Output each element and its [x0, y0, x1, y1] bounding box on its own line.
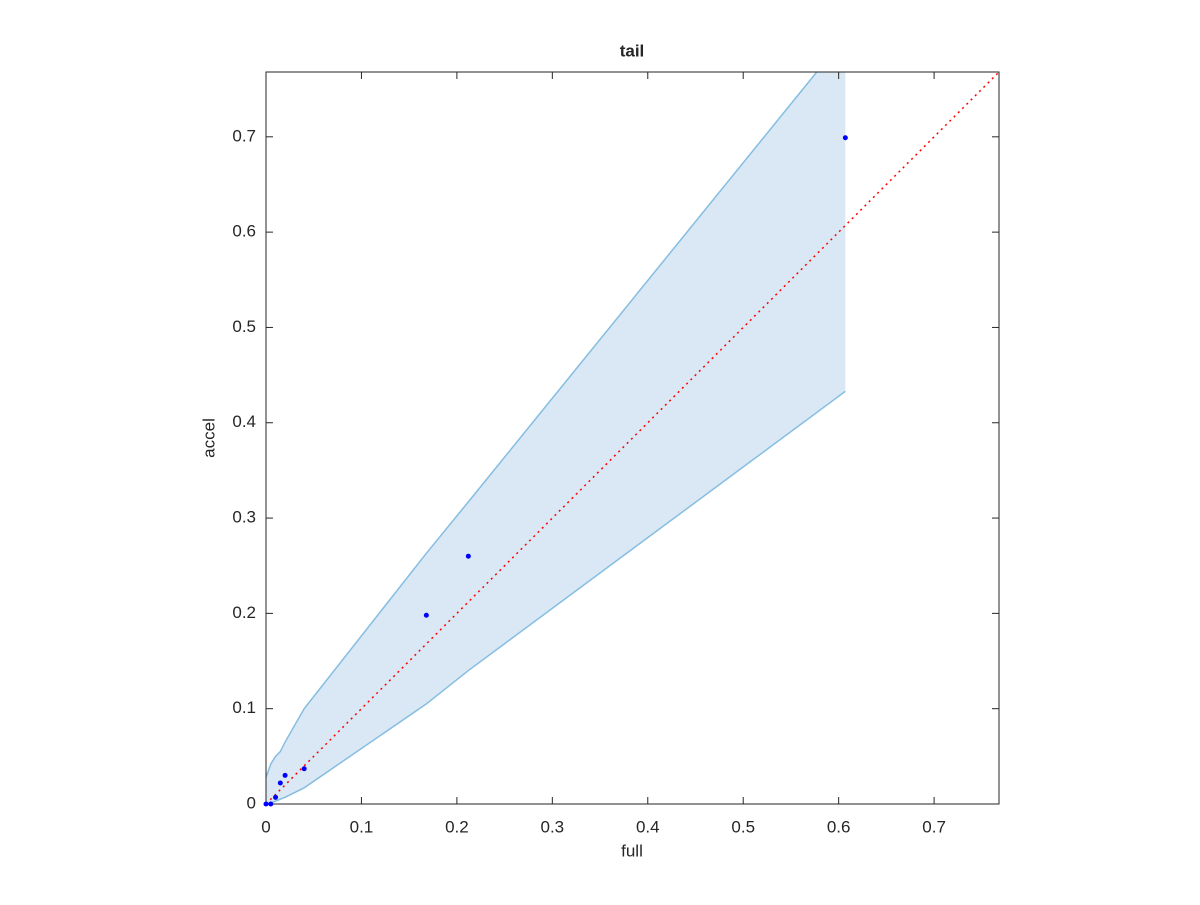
- data-point: [842, 135, 848, 141]
- axes-box: [265, 71, 1000, 805]
- band-upper-edge: [266, 72, 818, 778]
- chart-title: tail: [620, 41, 645, 60]
- x-tick-label: 0.7: [922, 817, 946, 836]
- y-axis-label: accel: [199, 418, 218, 458]
- data-point: [263, 801, 269, 807]
- reference-line: [266, 72, 999, 804]
- x-tick-label: 0.6: [827, 817, 851, 836]
- y-tick-label: 0.4: [232, 412, 256, 431]
- y-tick-label: 0.2: [232, 603, 256, 622]
- confidence-band: [266, 72, 846, 804]
- y-tick-label: 0.6: [232, 222, 256, 241]
- y-tick-label: 0.5: [232, 317, 256, 336]
- x-axis-label: full: [621, 841, 643, 860]
- data-point: [273, 794, 279, 800]
- x-tick-label: 0.5: [731, 817, 755, 836]
- y-tick-label: 0.3: [232, 508, 256, 527]
- x-tick-label: 0.3: [541, 817, 565, 836]
- data-point: [268, 801, 274, 807]
- data-point: [465, 553, 471, 559]
- y-tick-label: 0.1: [232, 698, 256, 717]
- x-tick-label: 0.1: [350, 817, 374, 836]
- data-point: [277, 780, 283, 786]
- data-point: [301, 766, 307, 772]
- y-tick-label: 0.7: [232, 126, 256, 145]
- data-point: [282, 772, 288, 778]
- plot-area: [266, 72, 999, 804]
- y-tick-label: 0: [247, 793, 256, 812]
- x-tick-label: 0.2: [445, 817, 469, 836]
- x-tick-label: 0: [261, 817, 270, 836]
- x-tick-label: 0.4: [636, 817, 660, 836]
- data-point: [423, 612, 429, 618]
